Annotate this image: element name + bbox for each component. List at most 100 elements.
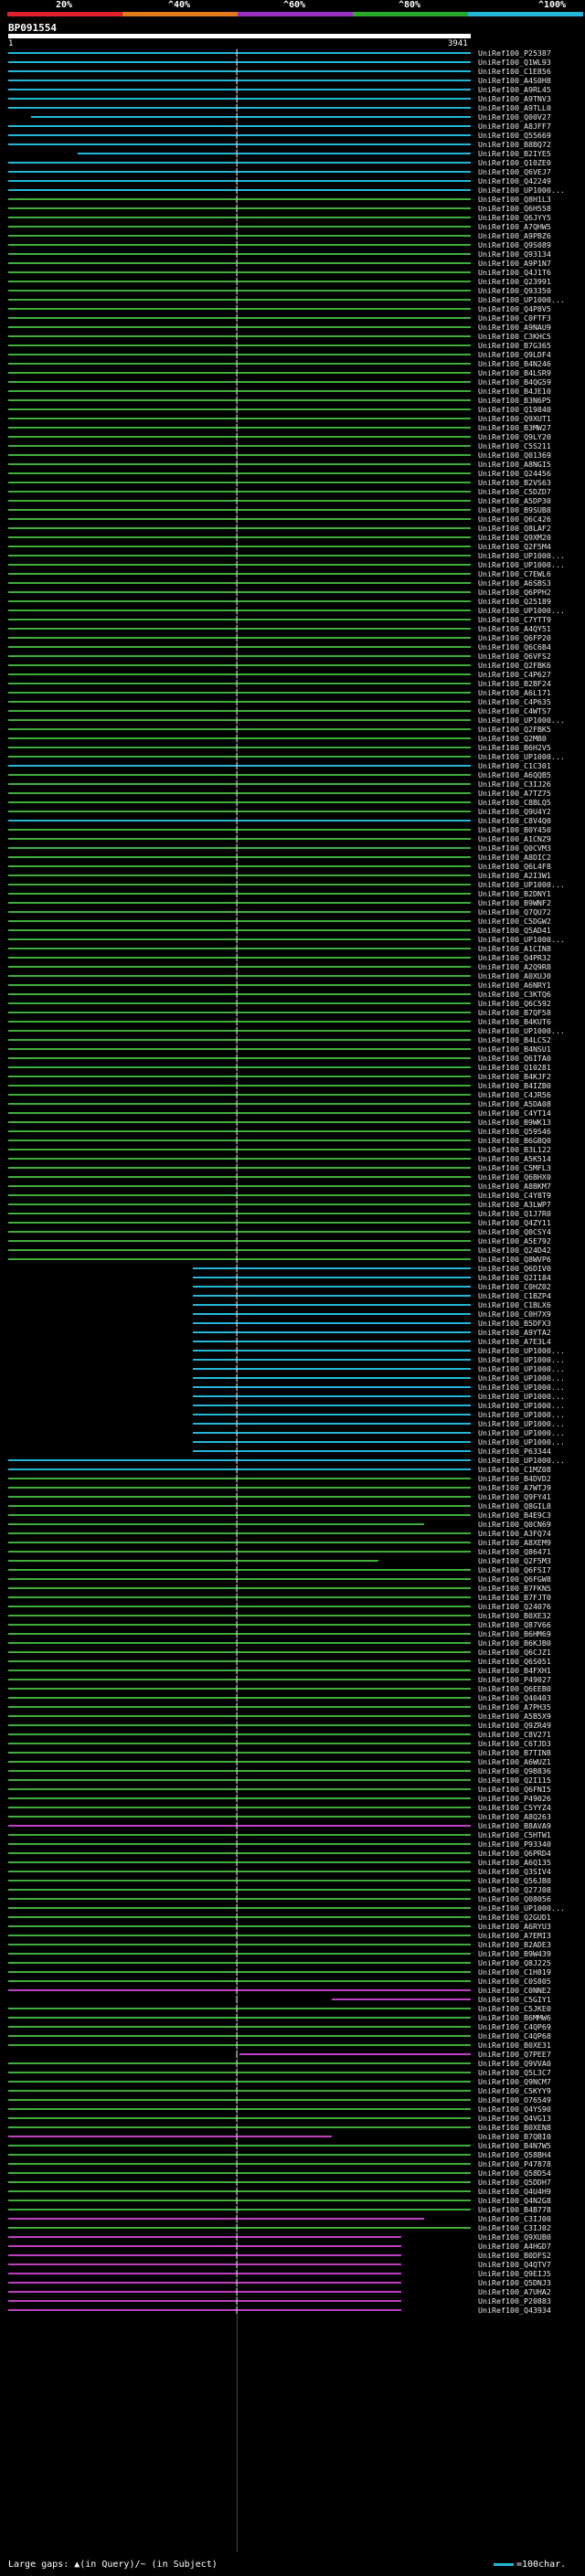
hit-label-link[interactable]: UniRef100_C5GIY1 [478, 1995, 551, 2004]
hit-row[interactable]: UniRef100_Q2I184 [0, 1273, 585, 1282]
hit-row[interactable]: UniRef100_Q1J7R0 [0, 1209, 585, 1218]
hit-label-link[interactable]: UniRef100_Q2I115 [478, 1776, 551, 1785]
hit-row[interactable]: UniRef100_Q9VVA0 [0, 2059, 585, 2068]
hit-label-link[interactable]: UniRef100_Q0CSY4 [478, 1227, 551, 1236]
hit-label-link[interactable]: UniRef100_B4QG59 [478, 377, 551, 387]
hit-label-link[interactable]: UniRef100_Q6PRD4 [478, 1849, 551, 1858]
hit-row[interactable]: UniRef100_B7FJT0 [0, 1593, 585, 1602]
hit-label-link[interactable]: UniRef100_UP1000... [478, 1903, 565, 1913]
hit-label-link[interactable]: UniRef100_B7TIN8 [478, 1748, 551, 1757]
hit-label-link[interactable]: UniRef100_B9W439 [478, 1949, 551, 1958]
hit-row[interactable]: UniRef100_Q1WL93 [0, 58, 585, 67]
hit-row[interactable]: UniRef100_A5DP30 [0, 496, 585, 505]
hit-label-link[interactable]: UniRef100_B6KJB0 [478, 1638, 551, 1648]
hit-row[interactable]: UniRef100_B2IYE5 [0, 149, 585, 158]
hit-label-link[interactable]: UniRef100_Q6C6B4 [478, 642, 551, 652]
hit-row[interactable]: UniRef100_C3IJ02 [0, 2223, 585, 2232]
hit-label-link[interactable]: UniRef100_Q6VEJ7 [478, 167, 551, 176]
hit-label-link[interactable]: UniRef100_Q4YS90 [478, 2104, 551, 2114]
hit-row[interactable]: UniRef100_A7EMI3 [0, 1931, 585, 1940]
hit-row[interactable]: UniRef100_Q01369 [0, 451, 585, 460]
hit-label-link[interactable]: UniRef100_C5S211 [478, 441, 551, 451]
hit-label-link[interactable]: UniRef100_Q5L3C7 [478, 2068, 551, 2077]
hit-row[interactable]: UniRef100_Q6ITA0 [0, 1054, 585, 1063]
hit-row[interactable]: UniRef100_Q93350 [0, 286, 585, 295]
hit-label-link[interactable]: UniRef100_Q9NCM7 [478, 2077, 551, 2086]
hit-label-link[interactable]: UniRef100_Q40403 [478, 1693, 551, 1702]
hit-label-link[interactable]: UniRef100_Q4VG13 [478, 2114, 551, 2123]
hit-row[interactable]: UniRef100_C5GIY1 [0, 1995, 585, 2004]
hit-label-link[interactable]: UniRef100_Q2F5M3 [478, 1556, 551, 1565]
hit-row[interactable]: UniRef100_UP1000... [0, 606, 585, 615]
hit-row[interactable]: UniRef100_Q9XM20 [0, 533, 585, 542]
hit-row[interactable]: UniRef100_B4LCS2 [0, 1035, 585, 1044]
hit-label-link[interactable]: UniRef100_Q5DDH7 [478, 2178, 551, 2187]
hit-row[interactable]: UniRef100_Q6BHX0 [0, 1172, 585, 1182]
hit-row[interactable]: UniRef100_B9WNF2 [0, 898, 585, 907]
hit-label-link[interactable]: UniRef100_UP1000... [478, 1355, 565, 1364]
hit-row[interactable]: UniRef100_UP1000... [0, 752, 585, 761]
hit-label-link[interactable]: UniRef100_A5B5X9 [478, 1712, 551, 1721]
hit-label-link[interactable]: UniRef100_UP1000... [478, 1392, 565, 1401]
hit-row[interactable]: UniRef100_Q23991 [0, 277, 585, 286]
hit-label-link[interactable]: UniRef100_Q24D42 [478, 1246, 551, 1255]
hit-row[interactable]: UniRef100_Q2FBK5 [0, 725, 585, 734]
hit-row[interactable]: UniRef100_P25387 [0, 48, 585, 58]
hit-label-link[interactable]: UniRef100_C8V271 [478, 1730, 551, 1739]
hit-label-link[interactable]: UniRef100_B4KJF2 [478, 1072, 551, 1081]
hit-label-link[interactable]: UniRef100_Q58BH4 [478, 2150, 551, 2159]
hit-label-link[interactable]: UniRef100_C3IJ26 [478, 779, 551, 789]
hit-row[interactable]: UniRef100_A6QQB5 [0, 770, 585, 779]
hit-label-link[interactable]: UniRef100_P49026 [478, 1794, 551, 1803]
hit-label-link[interactable]: UniRef100_B7QF58 [478, 1008, 551, 1017]
hit-row[interactable]: UniRef100_UP1000... [0, 1364, 585, 1373]
hit-label-link[interactable]: UniRef100_B4LSR9 [478, 368, 551, 377]
hit-row[interactable]: UniRef100_Q6CJZ1 [0, 1648, 585, 1657]
hit-label-link[interactable]: UniRef100_UP1000... [478, 752, 565, 761]
hit-row[interactable]: UniRef100_C4QP68 [0, 2031, 585, 2041]
hit-row[interactable]: UniRef100_B4QG59 [0, 377, 585, 387]
hit-row[interactable]: UniRef100_B6HM69 [0, 1629, 585, 1638]
hit-label-link[interactable]: UniRef100_Q58D54 [478, 2168, 551, 2178]
hit-label-link[interactable]: UniRef100_B4N246 [478, 359, 551, 368]
hit-row[interactable]: UniRef100_UP1000... [0, 1410, 585, 1419]
hit-row[interactable]: UniRef100_Q6L4F8 [0, 862, 585, 871]
hit-label-link[interactable]: UniRef100_C7EWL6 [478, 569, 551, 578]
hit-label-link[interactable]: UniRef100_Q6C426 [478, 514, 551, 524]
hit-label-link[interactable]: UniRef100_C0HZ02 [478, 1282, 551, 1291]
hit-label-link[interactable]: UniRef100_B2VS63 [478, 478, 551, 487]
hit-label-link[interactable]: UniRef100_Q19840 [478, 405, 551, 414]
hit-row[interactable]: UniRef100_A3LWP7 [0, 1200, 585, 1209]
hit-label-link[interactable]: UniRef100_C3KTQ6 [478, 990, 551, 999]
hit-label-link[interactable]: UniRef100_Q43934 [478, 2306, 551, 2315]
hit-row[interactable]: UniRef100_B4JE10 [0, 387, 585, 396]
hit-label-link[interactable]: UniRef100_Q2F5M4 [478, 542, 551, 551]
hit-row[interactable]: UniRef100_Q2GUD1 [0, 1913, 585, 1922]
hit-label-link[interactable]: UniRef100_A6NRY1 [478, 981, 551, 990]
hit-row[interactable]: UniRef100_B6KJB0 [0, 1638, 585, 1648]
hit-row[interactable]: UniRef100_Q8LAF2 [0, 524, 585, 533]
hit-label-link[interactable]: UniRef100_UP1000... [478, 560, 565, 569]
hit-row[interactable]: UniRef100_C5JKE0 [0, 2004, 585, 2013]
hit-label-link[interactable]: UniRef100_Q9FY41 [478, 1492, 551, 1501]
hit-row[interactable]: UniRef100_A6RYU3 [0, 1922, 585, 1931]
hit-row[interactable]: UniRef100_UP1000... [0, 1383, 585, 1392]
hit-row[interactable]: UniRef100_A9PBZ6 [0, 231, 585, 240]
hit-row[interactable]: UniRef100_A8BKM7 [0, 1182, 585, 1191]
hit-row[interactable]: UniRef100_Q9S089 [0, 240, 585, 249]
hit-row[interactable]: UniRef100_A8Q263 [0, 1812, 585, 1821]
hit-row[interactable]: UniRef100_A8DIC2 [0, 853, 585, 862]
hit-label-link[interactable]: UniRef100_Q24456 [478, 469, 551, 478]
hit-row[interactable]: UniRef100_C3IJ26 [0, 779, 585, 789]
hit-row[interactable]: UniRef100_UP1000... [0, 560, 585, 569]
hit-label-link[interactable]: UniRef100_A9RL45 [478, 85, 551, 94]
hit-row[interactable]: UniRef100_C5DGW2 [0, 917, 585, 926]
hit-row[interactable]: UniRef100_A1CNZ9 [0, 834, 585, 843]
hit-label-link[interactable]: UniRef100_Q9LY20 [478, 432, 551, 441]
hit-row[interactable]: UniRef100_Q93134 [0, 249, 585, 259]
hit-label-link[interactable]: UniRef100_P49027 [478, 1675, 551, 1684]
hit-row[interactable]: UniRef100_Q58D54 [0, 2168, 585, 2178]
hit-row[interactable]: UniRef100_C0S805 [0, 1977, 585, 1986]
hit-row[interactable]: UniRef100_B6GBQ0 [0, 1136, 585, 1145]
hit-label-link[interactable]: UniRef100_Q2I184 [478, 1273, 551, 1282]
